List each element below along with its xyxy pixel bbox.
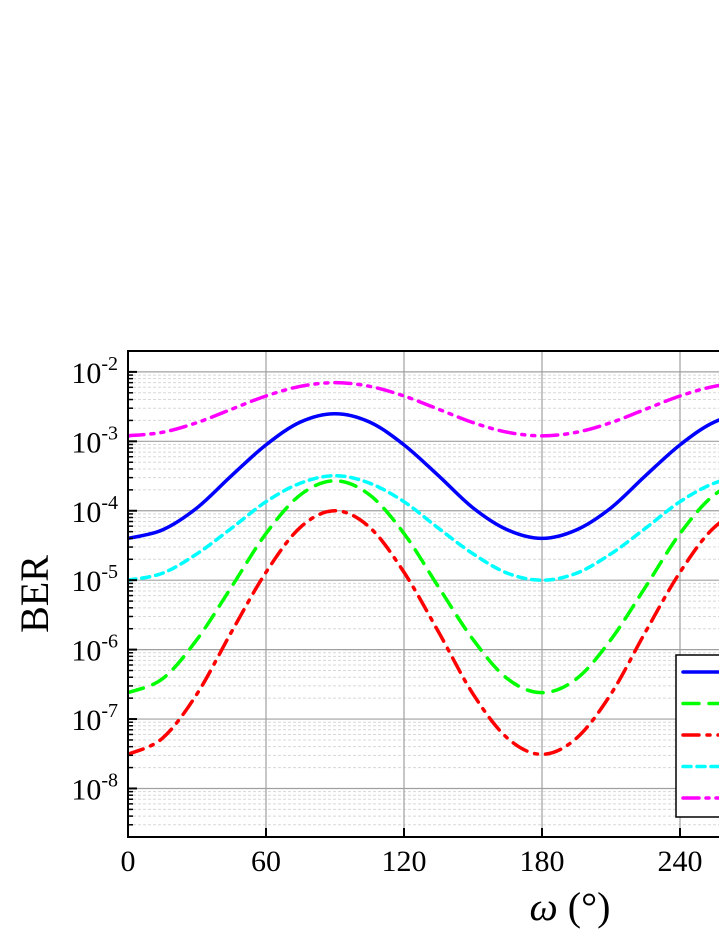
y-tick-label: 10-2 [71, 353, 118, 390]
minor-grid [128, 350, 719, 838]
x-axis-label: ω (°) [530, 884, 611, 929]
x-tick-label: 0 [121, 845, 136, 878]
series-line-2 [128, 479, 719, 695]
series-line-5 [128, 380, 719, 438]
series-line-3 [128, 509, 719, 757]
y-axis-label: BER [12, 555, 57, 633]
plot-frame [127, 350, 719, 838]
y-tick-label: 10-7 [71, 700, 118, 737]
axes [127, 350, 719, 838]
series-lines [128, 380, 719, 757]
x-tick-label: 180 [520, 845, 565, 878]
y-tick-label: 10-3 [71, 422, 118, 459]
x-tick-label: 120 [382, 845, 427, 878]
y-tick-label: 10-6 [71, 631, 118, 668]
series-line-1 [128, 411, 719, 541]
y-tick-label: 10-5 [71, 561, 118, 598]
y-tick-label: 10-8 [71, 769, 118, 806]
legend [675, 654, 719, 818]
series-line-4 [128, 473, 719, 582]
major-grid [128, 351, 719, 837]
x-tick-label: 240 [658, 845, 703, 878]
x-tick-label: 60 [251, 845, 281, 878]
y-tick-label: 10-4 [71, 492, 118, 529]
tick-labels: 10-2 10-3 10-4 10-5 10-6 10-7 10-8 0 60 120 180 240 [71, 353, 702, 878]
